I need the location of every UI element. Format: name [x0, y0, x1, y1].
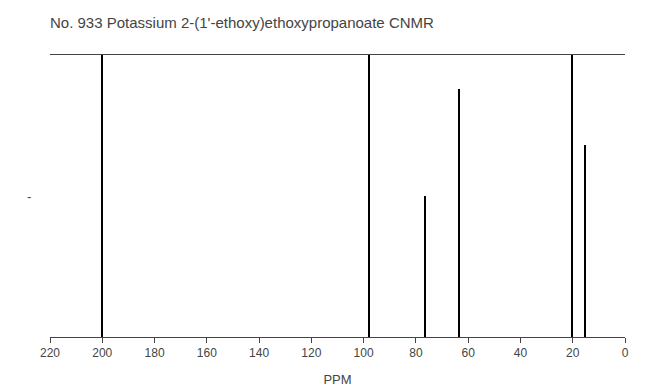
- svg-text:80: 80: [409, 346, 423, 360]
- svg-text:120: 120: [301, 346, 321, 360]
- svg-text:40: 40: [514, 346, 528, 360]
- svg-text:220: 220: [40, 346, 60, 360]
- svg-text:PPM: PPM: [323, 372, 351, 387]
- svg-text:60: 60: [462, 346, 476, 360]
- svg-text:20: 20: [566, 346, 580, 360]
- svg-text:140: 140: [249, 346, 269, 360]
- svg-text:No. 933 Potassium 2-(1'-ethoxy: No. 933 Potassium 2-(1'-ethoxy)ethoxypro…: [50, 14, 434, 31]
- svg-text:160: 160: [197, 346, 217, 360]
- svg-text:180: 180: [145, 346, 165, 360]
- svg-text:0: 0: [622, 346, 629, 360]
- svg-text:-: -: [27, 189, 31, 204]
- svg-text:100: 100: [354, 346, 374, 360]
- svg-text:200: 200: [92, 346, 112, 360]
